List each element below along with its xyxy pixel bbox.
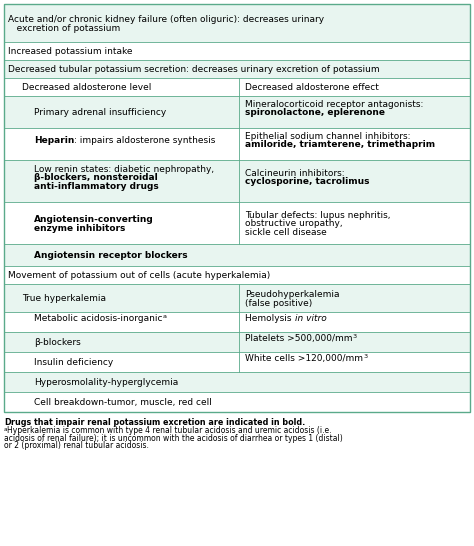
Bar — [4, 266, 470, 284]
Text: Insulin deficiency: Insulin deficiency — [34, 359, 113, 367]
Text: White cells >120,000/mm: White cells >120,000/mm — [246, 354, 364, 363]
Text: Platelets >500,000/mm: Platelets >500,000/mm — [246, 334, 353, 343]
Text: Hyperkalemia is common with type 4 renal tubular acidosis and uremic acidosis (i: Hyperkalemia is common with type 4 renal… — [8, 426, 332, 435]
Text: (false positive): (false positive) — [246, 299, 313, 308]
Text: cyclosporine, tacrolimus: cyclosporine, tacrolimus — [246, 177, 370, 187]
Bar — [4, 284, 470, 312]
Text: : impairs aldosterone synthesis: : impairs aldosterone synthesis — [74, 136, 216, 145]
Text: sickle cell disease: sickle cell disease — [246, 228, 327, 237]
Text: Calcineurin inhibitors:: Calcineurin inhibitors: — [246, 169, 345, 178]
Bar — [4, 244, 470, 266]
Text: acidosis of renal failure); it is uncommon with the acidosis of diarrhea or type: acidosis of renal failure); it is uncomm… — [4, 434, 343, 442]
Text: rugs that impair renal potassium excretion are indicated in bold.: rugs that impair renal potassium excreti… — [10, 418, 305, 428]
Text: a: a — [4, 426, 8, 431]
Bar — [4, 60, 470, 78]
Bar — [4, 4, 470, 42]
Text: Hemolysis: Hemolysis — [246, 314, 295, 323]
Text: Angiotensin receptor blockers: Angiotensin receptor blockers — [34, 252, 188, 260]
Text: Primary adrenal insufficiency: Primary adrenal insufficiency — [34, 109, 166, 117]
Text: Mineralocorticoid receptor antagonists:: Mineralocorticoid receptor antagonists: — [246, 100, 424, 109]
Bar — [4, 4, 470, 412]
Text: a: a — [163, 314, 166, 319]
Text: 3: 3 — [364, 354, 367, 359]
Text: Angiotensin-converting: Angiotensin-converting — [34, 215, 154, 224]
Bar — [4, 332, 470, 352]
Text: Hyperosmolality-hyperglycemia: Hyperosmolality-hyperglycemia — [34, 378, 178, 388]
Bar — [4, 128, 470, 160]
Text: Increased potassium intake: Increased potassium intake — [8, 48, 133, 56]
Bar — [4, 372, 470, 392]
Text: excretion of potassium: excretion of potassium — [8, 23, 120, 33]
Text: Metabolic acidosis-inorganic: Metabolic acidosis-inorganic — [34, 314, 163, 323]
Text: β-blockers: β-blockers — [34, 339, 81, 347]
Bar — [4, 312, 470, 332]
Text: True hyperkalemia: True hyperkalemia — [22, 294, 106, 304]
Text: Cell breakdown-tumor, muscle, red cell: Cell breakdown-tumor, muscle, red cell — [34, 399, 212, 407]
Text: Heparin: Heparin — [34, 136, 74, 145]
Text: enzyme inhibitors: enzyme inhibitors — [34, 224, 126, 233]
Bar — [4, 78, 470, 96]
Text: spironolactone, eplerenone: spironolactone, eplerenone — [246, 109, 385, 117]
Text: anti-inflammatory drugs: anti-inflammatory drugs — [34, 182, 159, 191]
Text: Tubular defects: lupus nephritis,: Tubular defects: lupus nephritis, — [246, 211, 391, 220]
Text: D: D — [4, 418, 10, 428]
Text: Pseudohyperkalemia: Pseudohyperkalemia — [246, 290, 340, 299]
Bar — [4, 96, 470, 128]
Text: in vitro: in vitro — [295, 314, 327, 323]
Text: or 2 (proximal) renal tubular acidosis.: or 2 (proximal) renal tubular acidosis. — [4, 441, 149, 450]
Text: Decreased aldosterone level: Decreased aldosterone level — [22, 84, 151, 92]
Text: Epithelial sodium channel inhibitors:: Epithelial sodium channel inhibitors: — [246, 132, 411, 141]
Text: Acute and/or chronic kidney failure (often oliguric): decreases urinary: Acute and/or chronic kidney failure (oft… — [8, 15, 324, 24]
Text: obstructive uropathy,: obstructive uropathy, — [246, 219, 343, 228]
Bar — [4, 352, 470, 372]
Text: Movement of potassium out of cells (acute hyperkalemia): Movement of potassium out of cells (acut… — [8, 271, 270, 281]
Bar — [4, 392, 470, 412]
Text: Decreased tubular potassium secretion: decreases urinary excretion of potassium: Decreased tubular potassium secretion: d… — [8, 66, 380, 74]
Text: Decreased aldosterone effect: Decreased aldosterone effect — [246, 84, 379, 92]
Bar — [4, 202, 470, 244]
Text: Low renin states: diabetic nephropathy,: Low renin states: diabetic nephropathy, — [34, 165, 214, 174]
Text: β-blockers, nonsteroidal: β-blockers, nonsteroidal — [34, 173, 158, 182]
Bar — [4, 42, 470, 60]
Text: 3: 3 — [353, 334, 357, 339]
Text: amiloride, triamterene, trimethaprim: amiloride, triamterene, trimethaprim — [246, 140, 436, 150]
Bar — [4, 160, 470, 202]
